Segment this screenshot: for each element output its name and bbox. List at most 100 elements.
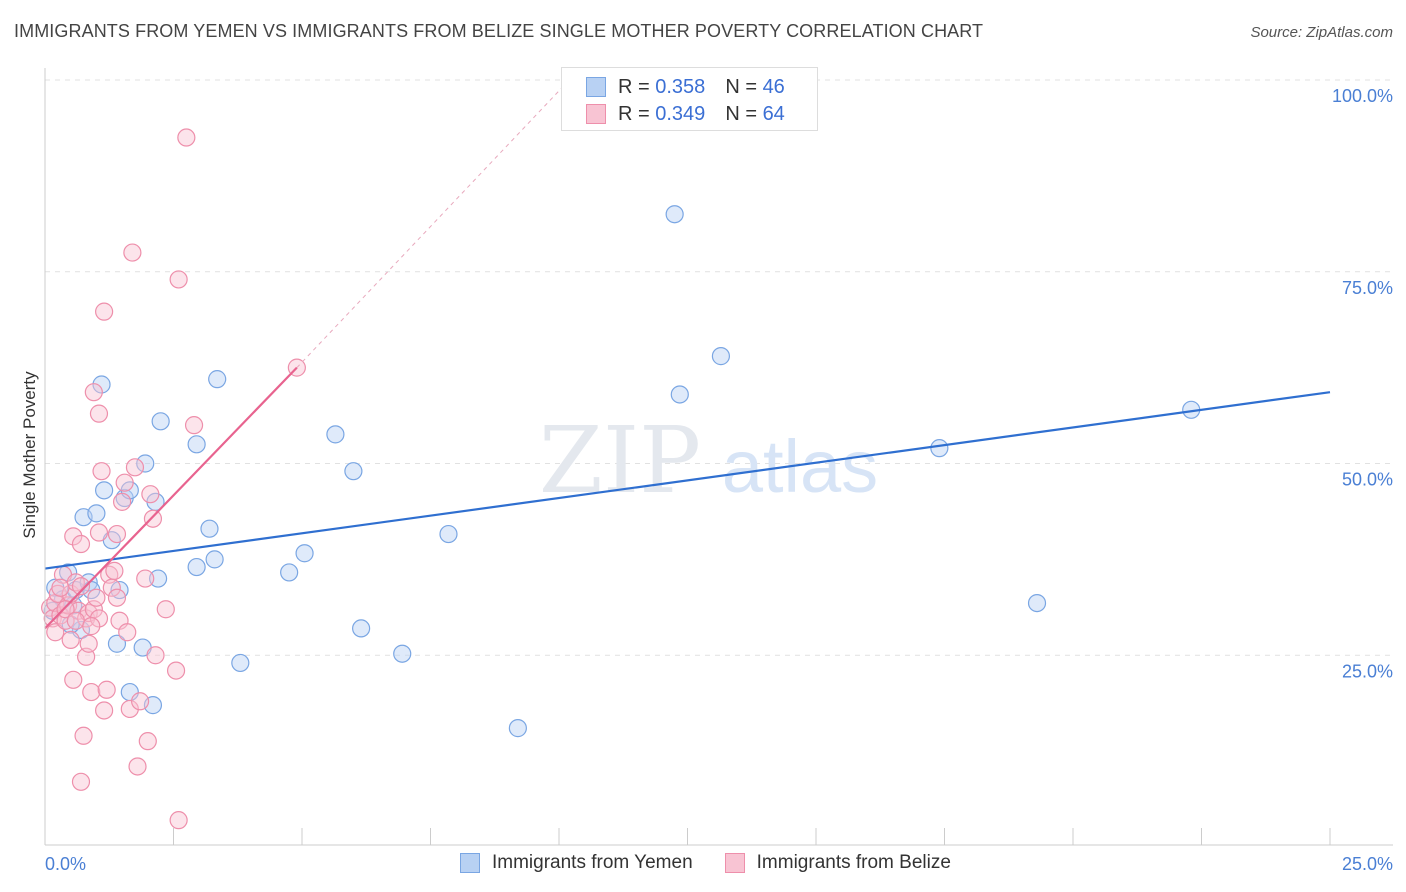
belize-point [156, 600, 175, 619]
yemen-point [508, 719, 527, 738]
yemen-point [107, 634, 127, 653]
legend-n-label: N = [725, 75, 757, 98]
belize-point [74, 726, 93, 745]
belize-point [56, 600, 75, 619]
belize-point [146, 646, 165, 665]
legend-n-value: 64 [762, 102, 785, 125]
belize-point [92, 462, 111, 481]
belize-point [130, 692, 150, 711]
grid [45, 79, 1395, 656]
series-legend-yemen[interactable]: Immigrants from Yemen [460, 852, 693, 874]
yemen-point [205, 550, 224, 569]
legend-r-label: R = [618, 75, 650, 98]
belize-point [143, 509, 163, 528]
yemen-point [92, 375, 111, 394]
yemen-point [352, 619, 371, 638]
belize-trend-extension [296, 79, 570, 368]
belize-point [177, 128, 196, 147]
yemen-point [1027, 593, 1047, 613]
belize-point [169, 270, 188, 289]
yemen-point [151, 412, 170, 431]
yemen-point [95, 481, 114, 500]
belize-point [61, 630, 80, 650]
belize-point [125, 458, 145, 477]
series-legend-belize[interactable]: Immigrants from Belize [724, 852, 951, 874]
belize-point [105, 561, 124, 580]
belize-point [64, 670, 83, 689]
yemen-point [187, 557, 206, 577]
belize-point [97, 680, 116, 699]
belize-point [136, 569, 155, 588]
legend-r-value: 0.358 [655, 75, 706, 98]
series-swatch-yemen [460, 853, 480, 873]
legend-n-label: N = [725, 102, 757, 125]
belize-point [169, 811, 188, 830]
belize-point [107, 588, 127, 607]
belize-point [66, 611, 85, 630]
belize-point [118, 623, 137, 642]
belize-point [95, 302, 114, 321]
yemen-point [393, 644, 412, 663]
yemen-trend-line [44, 391, 1331, 570]
belize-point [120, 699, 139, 719]
belize-point [112, 492, 132, 511]
yemen-point [136, 454, 155, 473]
belize-point [184, 416, 204, 435]
yemen-point [326, 425, 345, 444]
belize-point [141, 485, 160, 504]
yemen-point [439, 524, 458, 544]
yemen-point [711, 347, 731, 366]
series-legend: Immigrants from Yemen Immigrants from Be… [460, 852, 983, 874]
legend-r-label: R = [618, 102, 650, 125]
yemen-point [200, 519, 219, 538]
yemen-point [187, 435, 206, 454]
belize-point [107, 524, 127, 544]
series-label-yemen: Immigrants from Yemen [492, 852, 693, 873]
legend-swatch-belize [586, 104, 606, 124]
axes: 25.0% 50.0% 75.0% 100.0% 0.0% 25.0% [44, 68, 1393, 874]
belize-point [46, 623, 65, 642]
legend-row-belize: R = 0.349 N = 64 [586, 102, 785, 126]
belize-point [89, 404, 109, 423]
source-label: Source: ZipAtlas.com [1250, 24, 1393, 41]
belize-point [89, 523, 109, 542]
y-tick-label: 100.0% [1332, 86, 1393, 106]
belize-point [87, 588, 106, 607]
belize-point [82, 617, 101, 636]
belize-point [84, 383, 103, 402]
belize-point [79, 634, 98, 653]
belize-point [89, 609, 109, 628]
legend-r-value: 0.349 [655, 102, 706, 125]
correlation-legend: R = 0.358 N = 46 R = 0.349 N = 64 [561, 67, 818, 131]
belize-point [71, 534, 91, 554]
yemen-point [344, 462, 363, 481]
y-axis-label: Single Mother Poverty [20, 371, 39, 539]
yemen-point [148, 569, 168, 588]
yemen-point [930, 439, 949, 458]
belize-point [82, 682, 101, 702]
y-tick-label: 25.0% [1342, 661, 1393, 681]
series-swatch-belize [724, 853, 745, 873]
y-tick-label: 75.0% [1342, 278, 1393, 298]
yemen-point [295, 544, 314, 563]
points-layer [41, 128, 1201, 830]
belize-trend-line [44, 366, 298, 630]
belize-point [128, 757, 147, 776]
belize-point [166, 661, 186, 680]
legend-row-yemen: R = 0.358 N = 46 [586, 75, 785, 99]
chart-title: IMMIGRANTS FROM YEMEN VS IMMIGRANTS FROM… [14, 21, 984, 41]
belize-point [51, 578, 70, 597]
watermark-atlas: atlas [722, 425, 878, 508]
yemen-point [231, 653, 250, 673]
yemen-point [670, 385, 689, 404]
belize-point [138, 732, 157, 751]
belize-point [115, 473, 134, 492]
belize-point [64, 527, 83, 546]
legend-n-value: 46 [762, 75, 785, 98]
yemen-point [665, 205, 684, 224]
yemen-point [280, 563, 299, 582]
legend-swatch-yemen [586, 77, 606, 97]
x-tick-label: 0.0% [45, 854, 86, 874]
belize-point [71, 772, 91, 791]
belize-point [123, 243, 142, 262]
